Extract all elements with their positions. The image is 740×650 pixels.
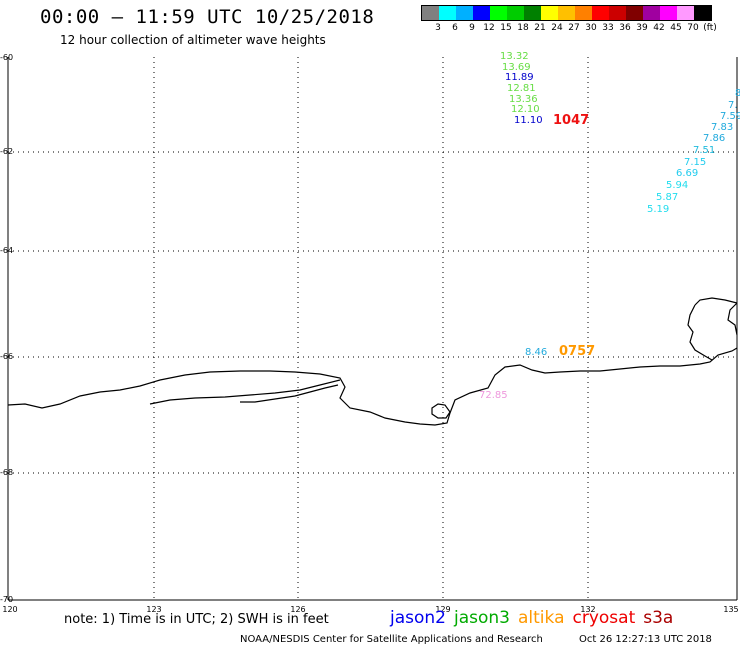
credit-line: NOAA/NESDIS Center for Satellite Applica… — [240, 634, 543, 645]
swh-observation: 7.83 — [711, 122, 734, 133]
map-subtitle: 12 hour collection of altimeter wave hei… — [60, 33, 326, 47]
scale-swatch — [490, 6, 507, 20]
swh-observation: 13.32 — [500, 51, 529, 62]
lat-label-70: -70 — [0, 595, 14, 604]
lon-label-126: 126 — [290, 605, 306, 614]
color-scale-legend: 3 6 9 12 15 18 21 24 27 30 33 36 39 42 45 70 (ft) — [421, 5, 717, 35]
swh-observation: 13.69 — [502, 62, 531, 73]
scale-label: 21 — [534, 23, 546, 33]
scale-swatch — [473, 6, 490, 20]
scale-swatch — [643, 6, 660, 20]
scale-swatch — [677, 6, 694, 20]
lon-label-132: 132 — [580, 605, 596, 614]
scale-label: 18 — [517, 23, 529, 33]
scale-label: 27 — [568, 23, 580, 33]
lon-label-120: 120 — [2, 605, 18, 614]
swh-observation: 8 — [735, 88, 740, 99]
scale-swatch — [660, 6, 677, 20]
scale-swatch — [439, 6, 456, 20]
scale-label: 6 — [452, 23, 458, 33]
swh-observation: 11.89 — [505, 72, 534, 83]
swh-observation: 5.19 — [647, 204, 670, 215]
map-title: 00:00 – 11:59 UTC 10/25/2018 — [40, 6, 375, 28]
swh-observation: 13.36 — [509, 94, 538, 105]
scale-swatch — [694, 6, 711, 20]
scale-label: (ft) — [703, 23, 717, 33]
scale-label: 3 — [435, 23, 441, 33]
scale-swatch — [456, 6, 473, 20]
lat-label-62: -62 — [0, 147, 14, 156]
lon-label-135: 135 — [723, 605, 739, 614]
scale-label: 45 — [670, 23, 682, 33]
units-note: note: 1) Time is in UTC; 2) SWH is in fe… — [64, 612, 329, 627]
scale-swatch — [524, 6, 541, 20]
scale-label: 33 — [602, 23, 614, 33]
scale-swatch — [422, 6, 439, 20]
scale-label: 70 — [687, 23, 699, 33]
generated-timestamp: Oct 26 12:27:13 UTC 2018 — [579, 634, 712, 645]
scale-swatch — [592, 6, 609, 20]
swh-observation: 7. — [728, 100, 738, 111]
legend-item-jason2: jason2 — [390, 608, 446, 628]
scale-label: 9 — [469, 23, 475, 33]
swh-observation: 6.69 — [676, 168, 699, 179]
color-scale-swatches — [421, 5, 712, 21]
scale-swatch — [626, 6, 643, 20]
scale-label: 15 — [500, 23, 512, 33]
swh-observation: 5.87 — [656, 192, 679, 203]
satellite-legend: jason2 jason3 altika cryosat s3a — [390, 608, 681, 628]
coastline — [7, 297, 738, 426]
lat-label-66: -66 — [0, 352, 14, 361]
swh-observation: 12.81 — [507, 83, 536, 94]
grid-lines — [8, 57, 737, 600]
scale-label: 42 — [653, 23, 665, 33]
pass-time-label: 0757 — [559, 344, 596, 359]
scale-label: 24 — [551, 23, 563, 33]
lat-label-60: -60 — [0, 53, 14, 62]
swh-observation: 5.94 — [666, 180, 689, 191]
scale-swatch — [609, 6, 626, 20]
lon-label-123: 123 — [146, 605, 162, 614]
scale-label: 36 — [619, 23, 631, 33]
color-scale-labels: 3 6 9 12 15 18 21 24 27 30 33 36 39 42 45 70 (ft) — [421, 23, 717, 35]
swh-observation: 12.10 — [511, 104, 540, 115]
scale-label: 12 — [483, 23, 495, 33]
legend-item-s3a: s3a — [643, 608, 674, 628]
legend-item-altika: altika — [518, 608, 565, 628]
lat-label-64: -64 — [0, 246, 14, 255]
scale-swatch — [507, 6, 524, 20]
swh-observation: 7.86 — [703, 133, 726, 144]
legend-item-jason3: jason3 — [454, 608, 510, 628]
swh-observation: 8.46 — [525, 347, 548, 358]
scale-label: 30 — [585, 23, 597, 33]
swh-observation: 7.15 — [684, 157, 707, 168]
scale-swatch — [558, 6, 575, 20]
swh-observation: 72.85 — [479, 390, 508, 401]
swh-observation: 11.10 — [514, 115, 543, 126]
lon-label-129: 129 — [435, 605, 451, 614]
scale-label: 39 — [636, 23, 648, 33]
lat-label-68: -68 — [0, 468, 14, 477]
plot-frame — [7, 57, 738, 601]
pass-time-label: 1047 — [553, 113, 590, 128]
scale-swatch — [575, 6, 592, 20]
swh-observation: 7.59 — [720, 111, 740, 122]
legend-item-cryosat: cryosat — [572, 608, 636, 628]
swh-observation: 7.51 — [693, 145, 716, 156]
scale-swatch — [541, 6, 558, 20]
